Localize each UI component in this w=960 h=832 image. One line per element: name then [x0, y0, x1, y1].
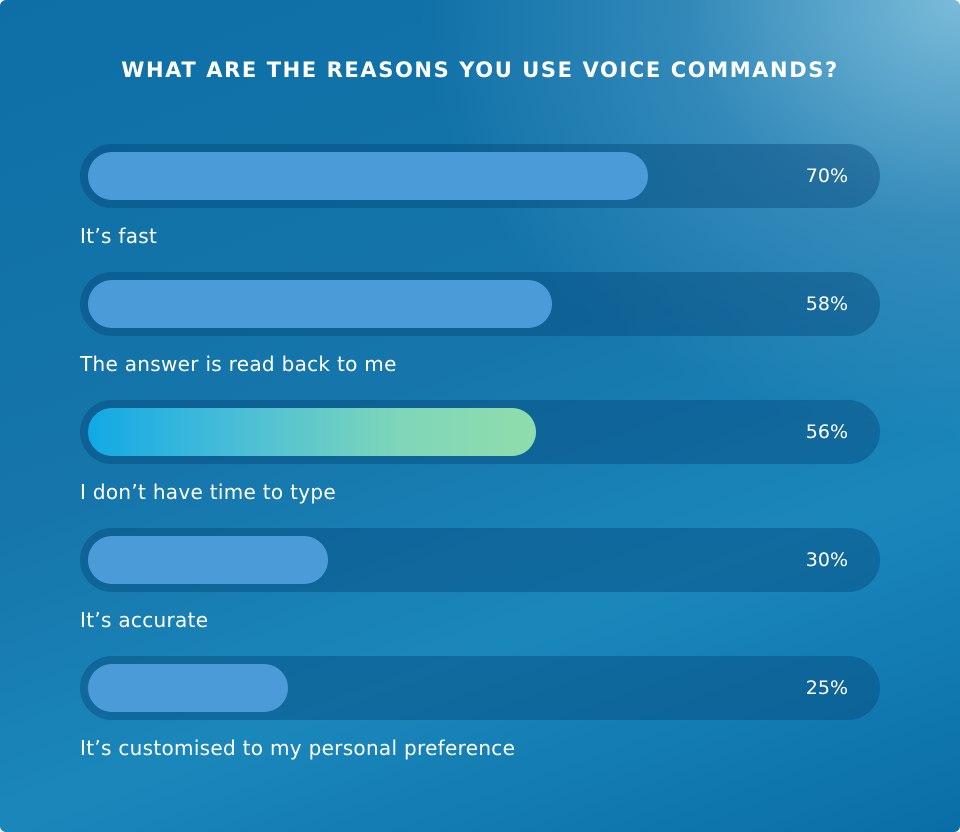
- bar-fill: [88, 408, 536, 456]
- bar-row: 58% The answer is read back to me: [80, 272, 880, 400]
- bar-track: 25%: [80, 656, 880, 720]
- bar-track: 30%: [80, 528, 880, 592]
- bar-fill: [88, 280, 552, 328]
- bar-track: 58%: [80, 272, 880, 336]
- bar-row: 25% It’s customised to my personal prefe…: [80, 656, 880, 784]
- bar-list: 70% It’s fast 58% The answer is read bac…: [80, 144, 880, 784]
- bar-category-label: It’s customised to my personal preferenc…: [80, 736, 516, 760]
- bar-value-label: 30%: [805, 549, 848, 571]
- bar-row: 70% It’s fast: [80, 144, 880, 272]
- bar-fill: [88, 152, 648, 200]
- bar-row: 56% I don’t have time to type: [80, 400, 880, 528]
- bar-category-label: I don’t have time to type: [80, 480, 337, 504]
- bar-category-label: It’s fast: [80, 224, 158, 248]
- bar-track: 70%: [80, 144, 880, 208]
- bar-fill: [88, 536, 328, 584]
- bar-fill: [88, 664, 288, 712]
- bar-value-label: 25%: [805, 677, 848, 699]
- bar-category-label: The answer is read back to me: [80, 352, 397, 376]
- bar-value-label: 56%: [805, 421, 848, 443]
- bar-track: 56%: [80, 400, 880, 464]
- bar-category-label: It’s accurate: [80, 608, 209, 632]
- bar-value-label: 70%: [805, 165, 848, 187]
- bar-value-label: 58%: [805, 293, 848, 315]
- chart-title: WHAT ARE THE REASONS YOU USE VOICE COMMA…: [121, 58, 839, 82]
- bar-row: 30% It’s accurate: [80, 528, 880, 656]
